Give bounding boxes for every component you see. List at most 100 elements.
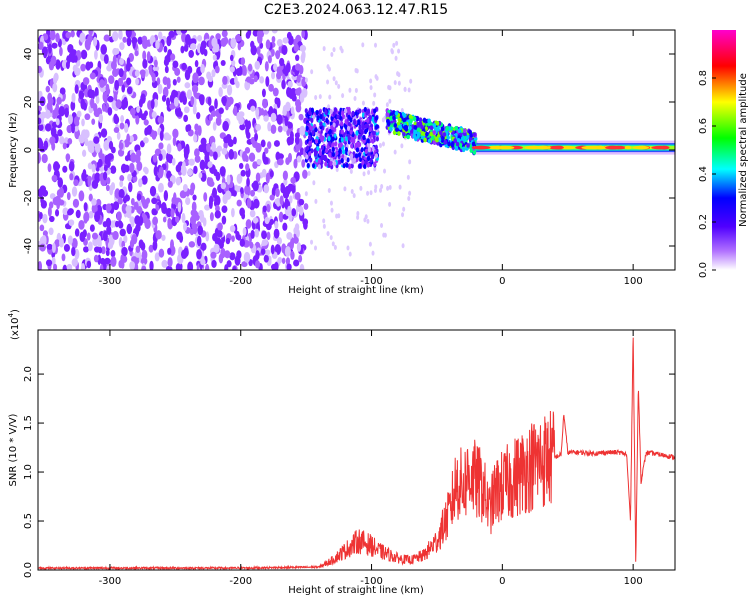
heatmap-cell	[189, 188, 195, 196]
heatmap-cell	[183, 106, 190, 114]
heatmap-cell	[305, 154, 309, 160]
heatmap-cell	[254, 60, 261, 70]
heatmap-cell	[98, 246, 103, 254]
heatmap-cell	[254, 260, 261, 269]
heatmap-cell	[361, 42, 365, 48]
heatmap-cell	[51, 242, 56, 254]
heatmap-cell	[122, 36, 127, 43]
heatmap-cell	[340, 129, 344, 135]
heatmap-cell	[374, 74, 378, 80]
heatmap-cell	[422, 117, 427, 123]
heatmap-cell	[261, 239, 269, 246]
heatmap-cell	[366, 117, 370, 123]
heatmap-cell	[39, 224, 45, 232]
heatmap-cell	[347, 114, 351, 120]
heatmap-cell	[330, 115, 334, 122]
heatmap-cell	[294, 88, 302, 96]
heatmap-cell	[140, 241, 146, 251]
heatmap-cell	[129, 107, 136, 116]
heatmap-cell	[218, 86, 223, 98]
heatmap-cell	[67, 137, 73, 145]
x-tick-label: 0	[499, 576, 505, 587]
x-tick-label: -200	[229, 576, 252, 587]
heatmap-cell	[281, 45, 288, 56]
heatmap-cell	[273, 140, 280, 147]
heatmap-cell	[212, 233, 218, 242]
heatmap-cell	[193, 165, 198, 175]
heatmap-cell	[168, 30, 175, 38]
heatmap-cell	[186, 89, 193, 100]
heatmap-cell	[408, 159, 412, 165]
snr-scale-label: (x104)	[7, 309, 21, 340]
heatmap-cell	[47, 163, 52, 173]
heatmap-cell	[85, 61, 92, 71]
heatmap-cell	[137, 36, 143, 45]
spectrogram-ylabel: Frequency (Hz)	[8, 112, 19, 188]
heatmap-cell	[43, 140, 49, 151]
heatmap-cell	[82, 229, 87, 238]
heatmap-cell	[235, 230, 240, 240]
heatmap-cell	[67, 43, 74, 54]
heatmap-cell	[408, 190, 412, 196]
heatmap-cell	[38, 65, 43, 74]
heatmap-cell	[170, 53, 176, 61]
heatmap-cell	[352, 137, 356, 143]
heatmap-cell	[194, 59, 199, 68]
heatmap-cell	[374, 115, 379, 121]
heatmap-cell	[113, 115, 120, 125]
heatmap-cell	[38, 117, 42, 125]
heatmap-cell	[354, 67, 358, 73]
snr-x-ticks: -300 -200 -100 0 100	[99, 330, 643, 587]
heatmap-cell	[212, 121, 217, 131]
heatmap-cell	[278, 211, 284, 223]
heatmap-cell	[151, 72, 156, 83]
heatmap-cell	[310, 148, 314, 154]
heatmap-cell	[145, 197, 151, 204]
heatmap-cell	[161, 259, 168, 268]
heatmap-cell	[241, 261, 248, 268]
heatmap-cell	[397, 48, 401, 54]
heatmap-cell	[322, 223, 326, 229]
heatmap-cell	[162, 86, 169, 98]
heatmap-cell	[183, 222, 187, 232]
heatmap-cell	[65, 223, 71, 230]
heatmap-cell	[179, 234, 184, 243]
heatmap-cell	[191, 201, 197, 212]
heatmap-cell	[364, 123, 368, 129]
heatmap-cell	[373, 92, 377, 98]
heatmap-cell	[78, 134, 86, 144]
heatmap-cell	[155, 39, 160, 50]
heatmap-cell	[166, 152, 171, 163]
heatmap-cell	[442, 132, 447, 137]
heatmap-cell	[371, 146, 375, 152]
heatmap-cell	[349, 129, 353, 135]
heatmap-cell	[44, 109, 51, 120]
heatmap-cell	[205, 231, 210, 242]
heatmap-cell	[176, 76, 181, 83]
heatmap-cell	[71, 238, 78, 249]
heatmap-cell	[354, 111, 358, 117]
heatmap-cell	[378, 142, 382, 148]
heatmap-cell	[307, 134, 312, 141]
heatmap-cell	[207, 161, 213, 168]
heatmap-cell	[256, 158, 262, 166]
heatmap-cell	[128, 135, 134, 143]
heatmap-cell	[409, 118, 413, 124]
heatmap-cell	[287, 205, 292, 214]
heatmap-cell	[319, 114, 323, 120]
heatmap-cell	[38, 261, 43, 270]
heatmap-cell	[324, 109, 328, 115]
heatmap-cell	[374, 42, 378, 48]
heatmap-cell	[447, 141, 451, 147]
heatmap-cell	[302, 169, 308, 179]
heatmap-cell	[274, 220, 279, 229]
heatmap-cell	[141, 35, 148, 42]
heatmap-cell	[255, 142, 262, 153]
heatmap-cell	[311, 163, 316, 169]
heatmap-cell	[262, 205, 267, 213]
heatmap-cell	[196, 112, 201, 120]
heatmap-cell	[361, 125, 365, 131]
heatmap-cell	[350, 163, 354, 169]
heatmap-cell	[347, 109, 352, 116]
heatmap-cell	[338, 115, 342, 121]
